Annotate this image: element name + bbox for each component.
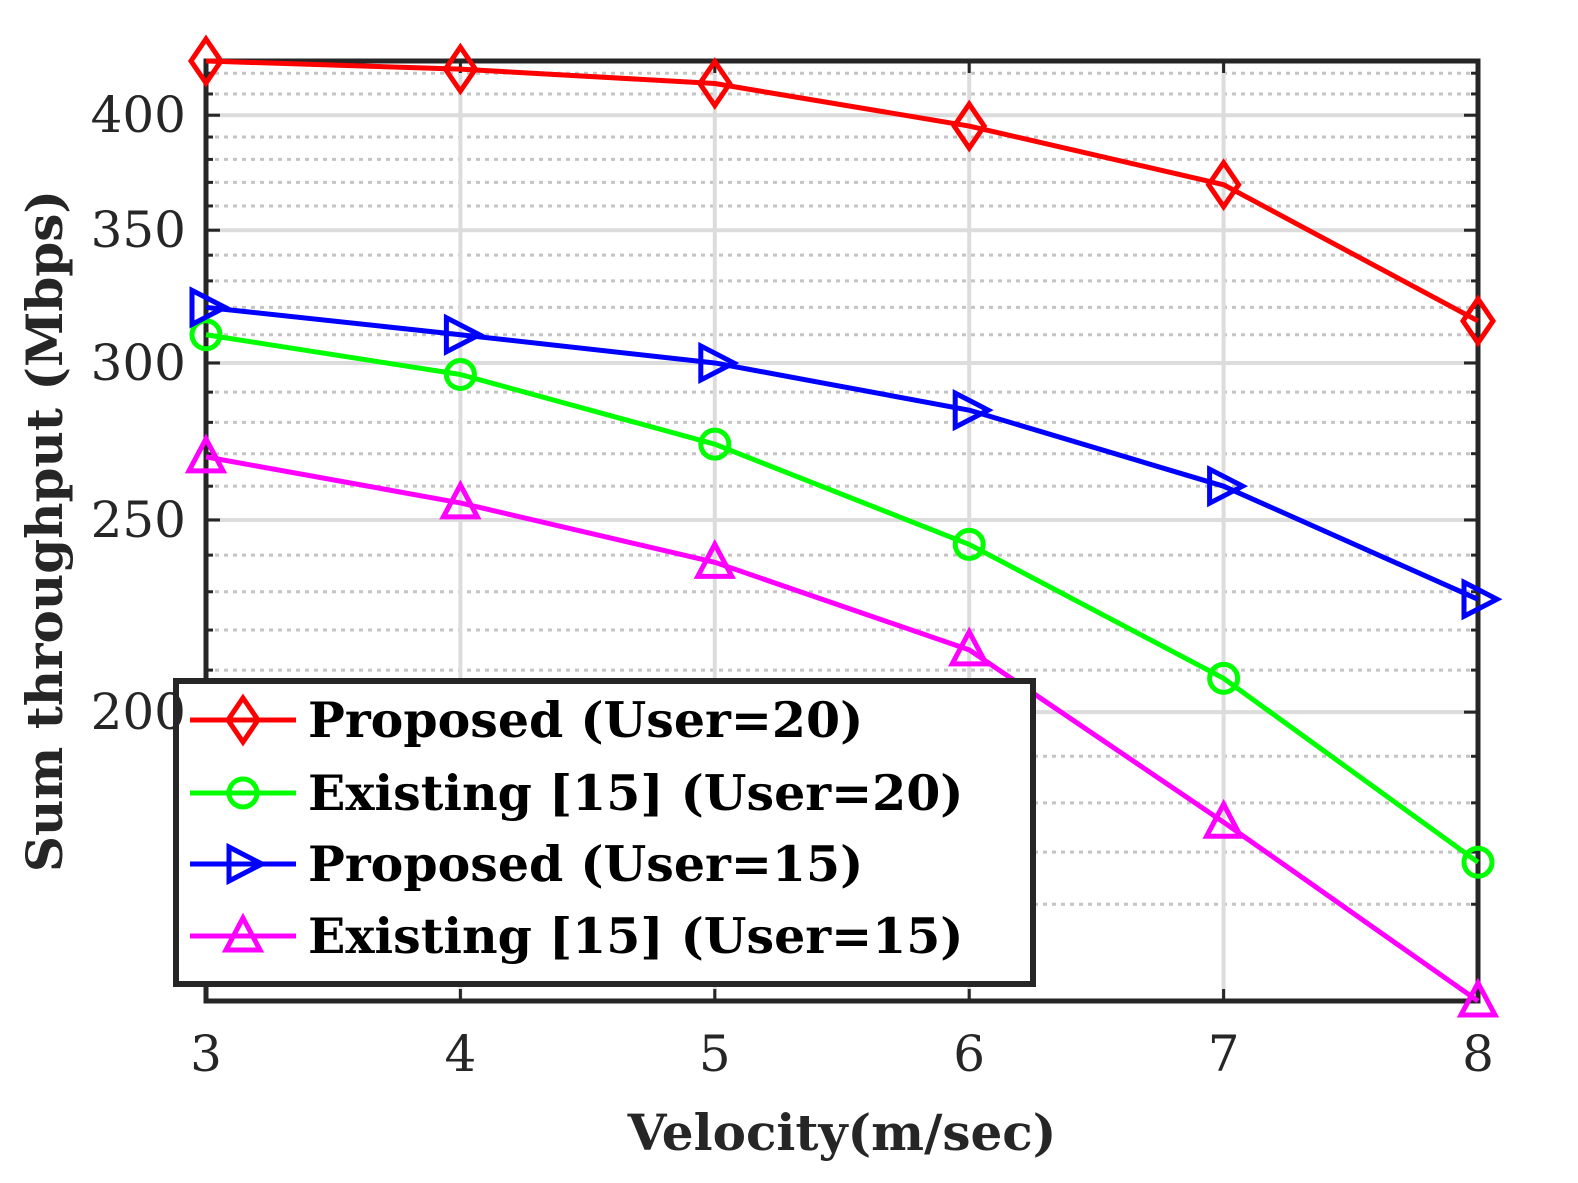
data-point: [693, 538, 736, 579]
x-tick-label: 5: [699, 1025, 731, 1083]
y-tick-label: 400: [91, 86, 186, 144]
series-3: [184, 433, 1500, 1018]
legend-marker: [226, 842, 268, 886]
series-0: [187, 34, 1497, 348]
data-point: [184, 433, 228, 474]
series-1: [189, 318, 1495, 879]
legend-marker: [224, 693, 262, 747]
data-point: [1456, 977, 1500, 1018]
y-tick-label: 350: [91, 201, 186, 259]
y-tick-label: 250: [91, 491, 186, 549]
series-layer: [184, 34, 1503, 1018]
x-tick-label: 6: [953, 1025, 985, 1083]
data-point: [698, 341, 740, 385]
data-point: [952, 527, 986, 561]
series-2: [189, 286, 1503, 621]
data-point: [1207, 465, 1249, 508]
data-point: [189, 318, 223, 352]
legend-box: [173, 678, 1036, 987]
y-axis-title: Sum throughput (Mbps): [15, 190, 74, 872]
series-line: [205, 58, 1480, 324]
legend-label: Proposed (User=15): [308, 835, 863, 893]
data-point: [442, 42, 479, 96]
data-point: [1205, 158, 1242, 212]
data-point: [952, 389, 994, 432]
plot-frame: [203, 58, 1481, 1004]
major-gridlines: [204, 61, 1480, 1001]
legend: Proposed (User=20) Existing [15] (User=20…: [173, 678, 1036, 987]
tick-labels: 200 250 300 350 400 3 4 5 6 7 8: [91, 86, 1494, 1083]
data-point: [1202, 798, 1245, 839]
y-tick-label: 300: [91, 334, 186, 392]
data-point: [189, 286, 231, 329]
data-point: [443, 313, 485, 356]
x-tick-label: 4: [444, 1025, 476, 1083]
legend-marker: [221, 912, 265, 953]
data-point: [1459, 294, 1497, 348]
data-point: [1207, 661, 1241, 695]
data-point: [948, 626, 991, 667]
data-point: [1461, 845, 1495, 879]
data-point: [187, 34, 225, 88]
x-tick-label: 8: [1462, 1025, 1494, 1083]
data-point: [951, 99, 988, 153]
x-tick-label: 3: [190, 1025, 222, 1083]
x-tick-label: 7: [1208, 1025, 1240, 1083]
data-point: [443, 358, 477, 392]
data-point: [696, 57, 733, 110]
x-axis-title: Velocity(m/sec): [627, 1103, 1057, 1162]
series-line: [205, 304, 1480, 602]
y-tick-label: 200: [91, 683, 186, 741]
legend-label: Existing [15] (User=20): [308, 764, 964, 822]
legend-label: Proposed (User=20): [308, 691, 863, 749]
data-point: [439, 479, 482, 520]
series-line: [205, 332, 1480, 865]
legend-marker: [226, 776, 260, 810]
data-point: [698, 427, 732, 461]
data-point: [1461, 578, 1503, 621]
legend-label: Existing [15] (User=15): [308, 907, 964, 965]
series-line: [205, 454, 1480, 1004]
